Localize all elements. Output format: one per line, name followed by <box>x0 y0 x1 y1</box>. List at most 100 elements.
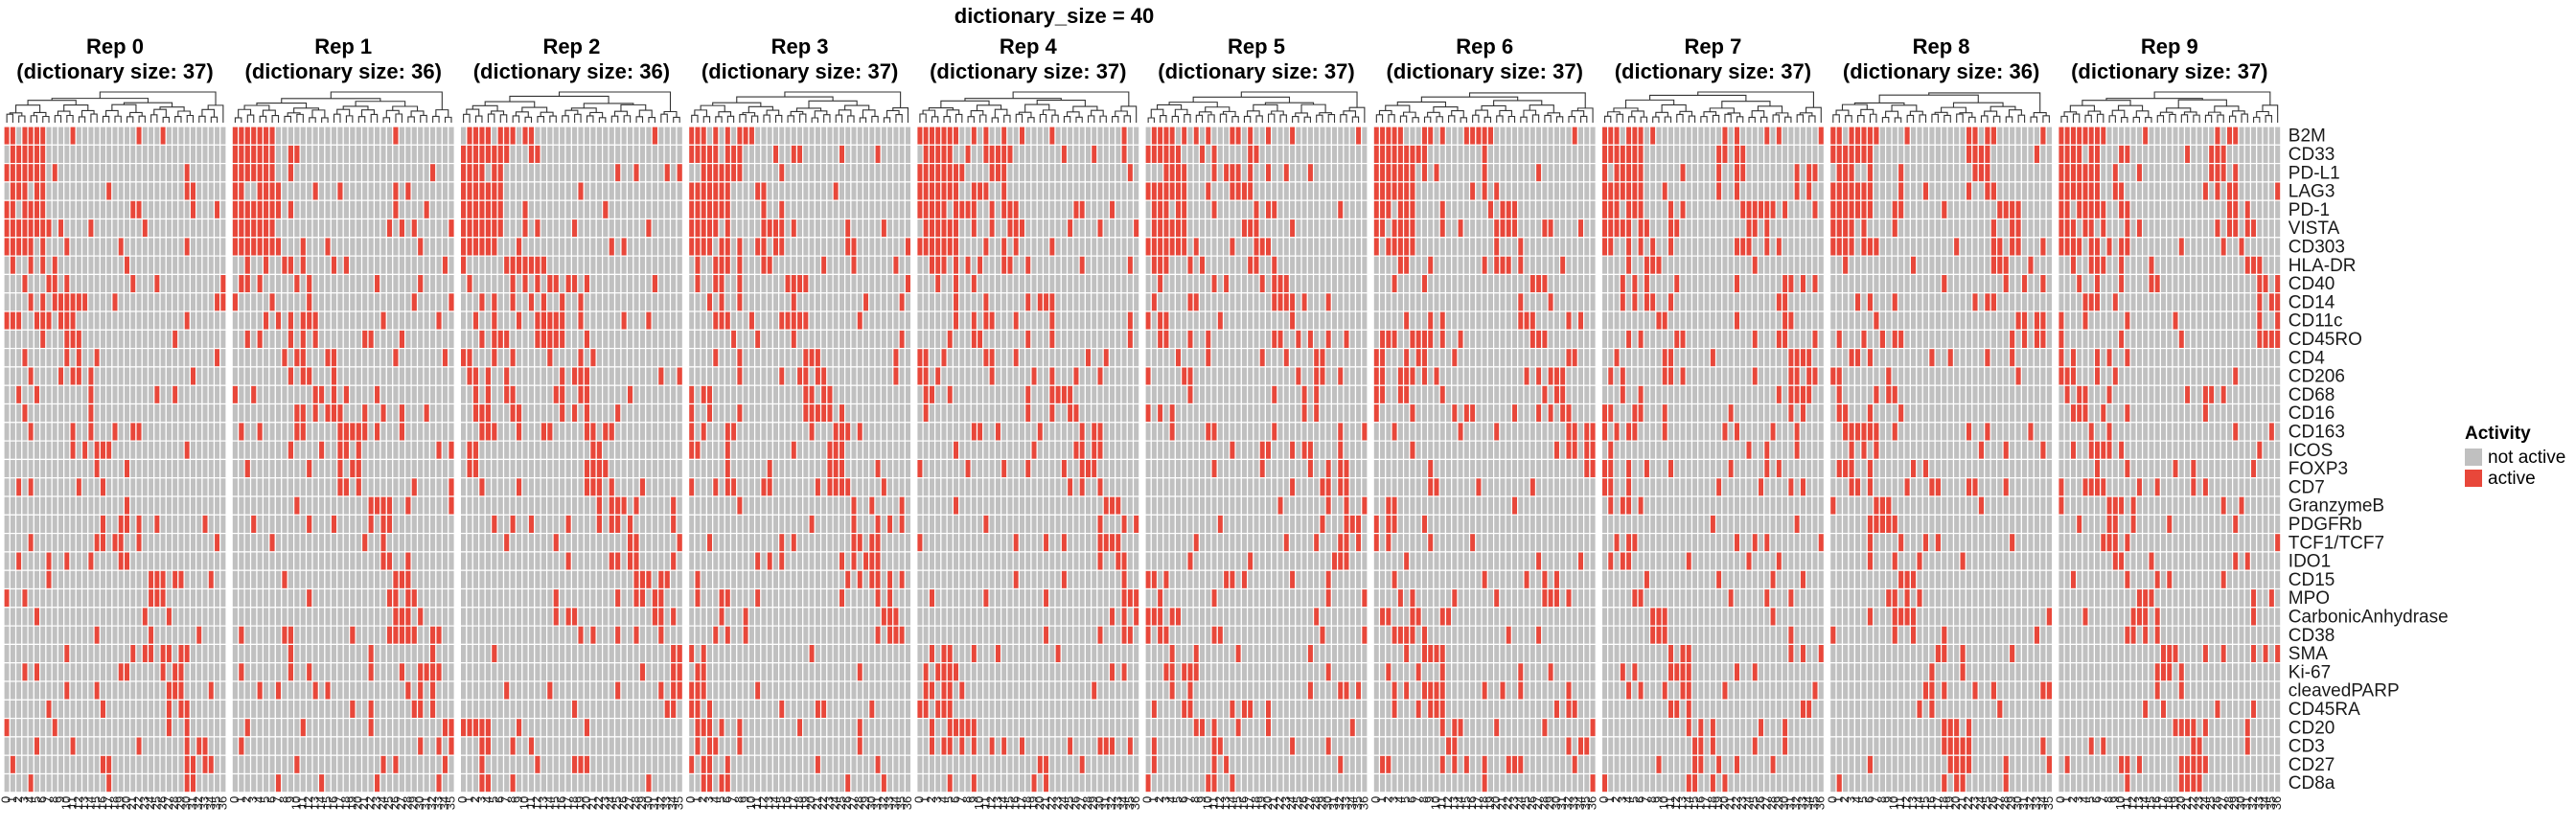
heatmap-cell <box>196 144 203 165</box>
heatmap-cell <box>868 181 876 201</box>
heatmap-cell <box>784 458 792 479</box>
heatmap-cell <box>196 218 203 239</box>
heatmap-cell <box>558 754 566 775</box>
heatmap-cell <box>613 551 622 571</box>
heatmap-cell <box>355 458 363 479</box>
heatmap-cell <box>123 514 131 535</box>
heatmap-cell <box>515 181 523 201</box>
heatmap-cell <box>589 292 597 312</box>
heatmap-cell <box>311 440 320 461</box>
heatmap-cell <box>570 366 579 386</box>
heatmap-cell <box>189 643 197 664</box>
heatmap-cell <box>256 551 264 571</box>
heatmap-cell <box>256 736 264 756</box>
heatmap-cell <box>459 348 468 368</box>
heatmap-cell <box>589 458 597 479</box>
heatmap-cell <box>201 218 209 239</box>
heatmap-cell <box>385 458 394 479</box>
heatmap-cell <box>238 237 245 257</box>
heatmap-cell <box>724 292 732 312</box>
heatmap-cell <box>243 181 252 201</box>
heatmap-cell <box>14 255 23 276</box>
heatmap-cell <box>638 772 647 794</box>
heatmap-cell <box>868 348 876 368</box>
heatmap-cell <box>373 458 381 479</box>
heatmap-cell <box>349 402 356 424</box>
heatmap-cell <box>104 662 113 682</box>
heatmap-cell <box>904 144 912 165</box>
heatmap-cell <box>626 440 634 461</box>
heatmap-cell <box>141 292 150 312</box>
heatmap-cell <box>219 310 227 331</box>
heatmap-cell <box>540 163 548 183</box>
heatmap-cell <box>159 255 167 276</box>
heatmap-cell <box>183 126 191 146</box>
heatmap-cell <box>466 532 473 553</box>
heatmap-cell <box>281 292 288 312</box>
heatmap-cell <box>700 181 708 201</box>
heatmap-cell <box>638 699 647 720</box>
heatmap-cell <box>753 458 762 479</box>
heatmap-cell <box>687 384 696 405</box>
heatmap-cell <box>502 514 511 535</box>
heatmap-cell <box>183 643 191 664</box>
heatmap-cell <box>3 625 11 645</box>
heatmap-cell <box>367 384 376 405</box>
heatmap-cell <box>201 237 209 257</box>
heatmap-cell <box>583 643 591 664</box>
heatmap-cell <box>207 237 216 257</box>
heatmap-cell <box>33 310 41 331</box>
heatmap-cell <box>435 699 443 720</box>
heatmap-cell <box>177 514 185 535</box>
heatmap-cell <box>484 551 493 571</box>
heatmap-cell <box>177 754 185 775</box>
heatmap-cell <box>141 754 150 775</box>
heatmap-cell <box>459 422 468 442</box>
heatmap-cell <box>45 736 53 756</box>
heatmap-cell <box>349 255 356 276</box>
heatmap-cell <box>410 384 419 405</box>
heatmap-cell <box>892 384 900 405</box>
heatmap-cell <box>317 163 326 183</box>
heatmap-cell <box>856 218 864 239</box>
heatmap-cell <box>826 163 834 183</box>
heatmap-cell <box>632 717 640 738</box>
heatmap-cell <box>159 292 167 312</box>
heatmap-cell <box>459 607 468 627</box>
heatmap-cell <box>342 772 351 794</box>
heatmap-cell <box>51 754 59 775</box>
heatmap-cell <box>509 440 518 461</box>
heatmap-cell <box>423 366 431 386</box>
heatmap-cell <box>231 477 240 497</box>
heatmap-cell <box>342 440 351 461</box>
heatmap-cell <box>784 495 792 516</box>
heatmap-cell <box>651 680 659 701</box>
heatmap-cell <box>165 680 173 701</box>
heatmap-cell <box>886 273 894 294</box>
heatmap-cell <box>324 163 332 183</box>
heatmap-cell <box>80 292 89 312</box>
heatmap-cell <box>546 384 554 405</box>
heatmap-cell <box>21 495 29 516</box>
heatmap-cell <box>57 458 65 479</box>
heatmap-cell <box>213 348 221 368</box>
heatmap-cell <box>104 754 113 775</box>
heatmap-cell <box>404 126 412 146</box>
heatmap-cell <box>238 199 245 220</box>
column-tick-label: 16 <box>95 796 109 810</box>
heatmap-cell <box>832 310 840 331</box>
heatmap-cell <box>311 587 320 609</box>
heatmap-cell <box>87 458 95 479</box>
heatmap-cell <box>564 477 573 497</box>
heatmap-cell <box>129 532 137 553</box>
dendrogram-branch <box>610 115 619 123</box>
heatmap-cell <box>299 532 308 553</box>
heatmap-cell <box>231 607 240 627</box>
heatmap-cell <box>135 569 143 590</box>
heatmap-cell <box>428 422 437 442</box>
heatmap-cell <box>336 662 344 682</box>
heatmap-cell <box>886 310 894 331</box>
heatmap-cell <box>760 199 768 220</box>
heatmap-cell <box>416 772 425 794</box>
